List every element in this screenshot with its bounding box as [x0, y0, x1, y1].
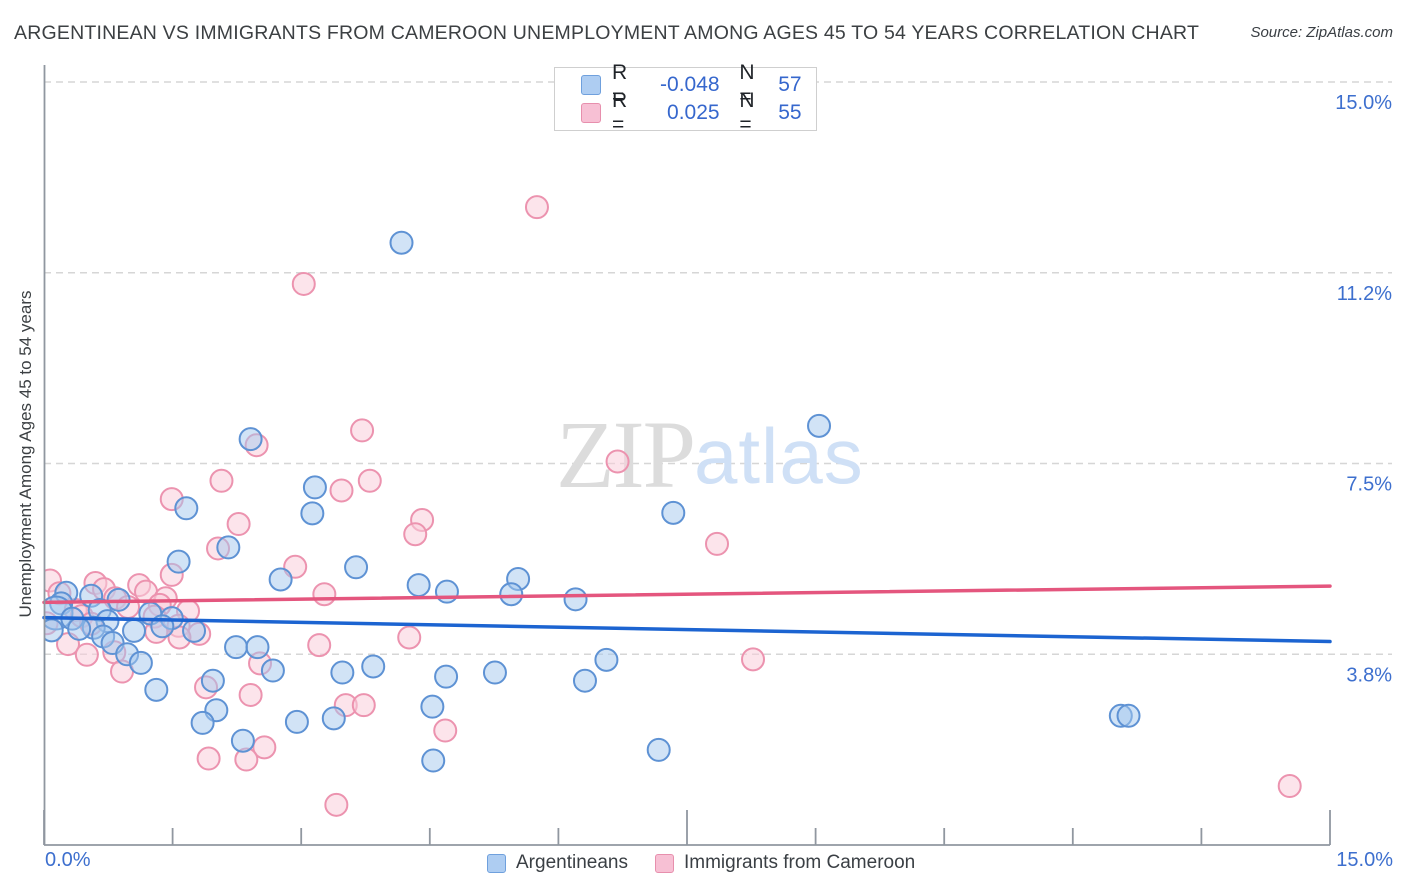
data-point-cameroon[interactable] — [1277, 773, 1302, 798]
r-value: -0.048 — [660, 73, 720, 96]
data-point-argentineans[interactable] — [389, 230, 414, 255]
data-point-argentineans[interactable] — [594, 647, 619, 672]
legend-row-cameroon: R = 0.025 N = 55 — [555, 89, 816, 136]
data-point-cameroon[interactable] — [196, 746, 221, 771]
n-label: N = — [739, 61, 755, 108]
n-value: 55 — [778, 101, 802, 124]
bottom-legend-argentineans: Argentineans — [487, 852, 628, 874]
y-axis-tick-label: 15.0% — [1335, 92, 1392, 114]
data-point-cameroon[interactable] — [397, 625, 422, 650]
data-point-cameroon[interactable] — [252, 735, 277, 760]
data-point-cameroon[interactable] — [524, 195, 549, 220]
legend-row-argentineans: R = -0.048 N = 57 — [555, 61, 816, 108]
cameroon-swatch-icon — [581, 103, 601, 123]
data-point-cameroon[interactable] — [433, 718, 458, 743]
data-point-argentineans[interactable] — [421, 748, 446, 773]
data-point-argentineans[interactable] — [238, 427, 263, 452]
data-point-argentineans[interactable] — [182, 618, 207, 643]
data-point-argentineans[interactable] — [646, 737, 671, 762]
data-point-argentineans[interactable] — [166, 549, 191, 574]
y-axis-tick-label: 7.5% — [1346, 474, 1392, 496]
data-point-cameroon[interactable] — [329, 478, 354, 503]
data-point-argentineans[interactable] — [268, 567, 293, 592]
data-point-argentineans[interactable] — [321, 706, 346, 731]
data-point-cameroon[interactable] — [605, 449, 630, 474]
n-label: N = — [739, 89, 755, 136]
data-point-argentineans[interactable] — [361, 654, 386, 679]
r-value: 0.025 — [667, 101, 720, 124]
x-axis-min-label: 0.0% — [45, 849, 91, 871]
data-point-cameroon[interactable] — [350, 418, 375, 443]
data-point-argentineans[interactable] — [260, 658, 285, 683]
data-point-cameroon[interactable] — [705, 531, 730, 556]
y-axis-right-labels: 15.0% 11.2% 7.5% 3.8% — [1335, 92, 1392, 686]
trend-line-cameroon — [42, 584, 1332, 605]
data-point-cameroon[interactable] — [238, 682, 263, 707]
data-point-cameroon[interactable] — [357, 468, 382, 493]
watermark: ZIPatlas — [556, 401, 864, 508]
data-point-cameroon[interactable] — [741, 647, 766, 672]
data-point-argentineans[interactable] — [572, 668, 597, 693]
data-point-argentineans[interactable] — [499, 582, 524, 607]
trend-line-argentineans — [42, 615, 1332, 644]
page-title: ARGENTINEAN VS IMMIGRANTS FROM CAMEROON … — [14, 22, 1200, 44]
data-point-argentineans[interactable] — [807, 413, 832, 438]
data-point-argentineans[interactable] — [344, 555, 369, 580]
data-point-argentineans[interactable] — [406, 573, 431, 598]
n-value: 57 — [778, 73, 802, 96]
data-point-cameroon[interactable] — [312, 582, 337, 607]
x-axis-max-label: 15.0% — [1336, 849, 1393, 871]
data-point-argentineans[interactable] — [563, 587, 588, 612]
data-point-argentineans[interactable] — [284, 709, 309, 734]
data-point-argentineans[interactable] — [174, 496, 199, 521]
data-point-argentineans[interactable] — [661, 500, 686, 525]
gridlines — [44, 81, 1392, 655]
axes — [43, 65, 1331, 846]
r-label: R = — [612, 61, 628, 108]
argentineans-swatch-icon — [487, 853, 506, 873]
r-label: R = — [612, 89, 628, 136]
data-point-argentineans[interactable] — [302, 475, 327, 500]
y-axis-title: Unemployment Among Ages 45 to 54 years — [16, 290, 35, 618]
bottom-legend-cameroon: Immigrants from Cameroon — [655, 852, 915, 874]
source-attribution: Source: ZipAtlas.com — [1250, 24, 1393, 41]
bottom-legend-label: Argentineans — [516, 852, 628, 873]
data-point-argentineans[interactable] — [122, 618, 147, 643]
y-axis-tick-label: 11.2% — [1337, 283, 1392, 305]
data-point-cameroon[interactable] — [403, 522, 428, 547]
correlation-stats-legend: R = -0.048 N = 57 R = 0.025 N = 55 — [554, 61, 817, 136]
data-point-argentineans[interactable] — [128, 650, 153, 675]
data-point-cameroon[interactable] — [291, 271, 316, 296]
data-point-argentineans[interactable] — [200, 668, 225, 693]
cameroon-swatch-icon — [655, 853, 674, 873]
data-point-argentineans[interactable] — [230, 728, 255, 753]
data-point-argentineans[interactable] — [216, 535, 241, 560]
data-point-cameroon[interactable] — [74, 642, 99, 667]
data-point-argentineans[interactable] — [67, 616, 92, 641]
data-point-argentineans[interactable] — [1116, 703, 1141, 728]
data-point-argentineans[interactable] — [482, 660, 507, 685]
data-point-argentineans[interactable] — [245, 635, 270, 660]
y-axis-tick-label: 3.8% — [1346, 664, 1392, 686]
data-point-argentineans[interactable] — [144, 677, 169, 702]
data-point-argentineans[interactable] — [434, 579, 459, 604]
watermark-atlas: atlas — [694, 412, 864, 500]
data-point-argentineans[interactable] — [190, 710, 215, 735]
data-point-cameroon[interactable] — [351, 693, 376, 718]
data-point-cameroon[interactable] — [307, 633, 332, 658]
data-point-cameroon[interactable] — [324, 792, 349, 817]
bottom-legend-label: Immigrants from Cameroon — [684, 852, 916, 873]
data-point-argentineans[interactable] — [300, 501, 325, 526]
argentineans-swatch-icon — [581, 75, 601, 95]
data-point-argentineans[interactable] — [420, 694, 445, 719]
data-point-argentineans[interactable] — [330, 660, 355, 685]
data-point-argentineans[interactable] — [224, 635, 249, 660]
data-point-argentineans[interactable] — [434, 664, 459, 689]
data-point-cameroon[interactable] — [226, 512, 251, 537]
data-point-cameroon[interactable] — [209, 468, 234, 493]
